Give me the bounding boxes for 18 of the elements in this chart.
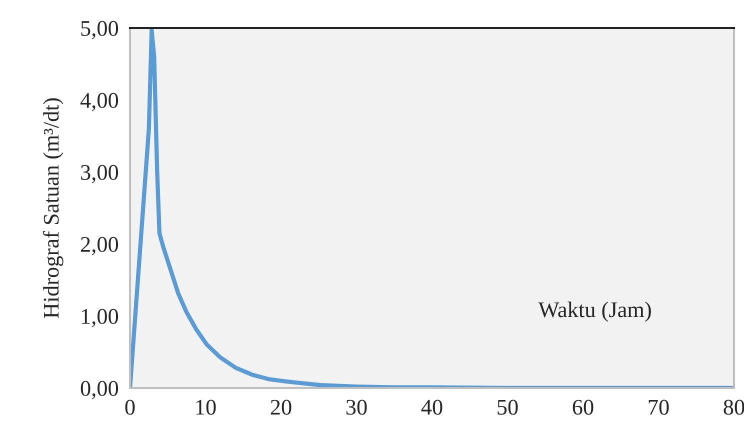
x-axis-title: Waktu (Jam)	[538, 302, 651, 322]
y-axis-title: Hidrograf Satuan (m³/dt)	[42, 98, 64, 318]
x-tick-label: 40	[421, 400, 442, 415]
x-tick-label: 50	[498, 400, 518, 415]
x-tick-label: 30	[346, 400, 367, 415]
y-tick-label: 2,00	[80, 236, 118, 256]
x-tick-label: 70	[648, 400, 669, 415]
x-tick-label: 80	[724, 400, 744, 415]
y-tick-label: 3,00	[81, 164, 118, 184]
x-tick-label: 60	[572, 400, 594, 415]
x-tick-label: 10	[196, 400, 216, 415]
x-tick-label: 0	[125, 400, 135, 415]
x-tick-label: 20	[270, 400, 292, 415]
y-tick-label: 1,00	[82, 308, 118, 328]
y-tick-label: 4,00	[80, 92, 118, 112]
y-tick-label: 0,00	[80, 380, 118, 400]
line-series	[130, 28, 734, 388]
y-tick-label: 5,00	[81, 20, 118, 40]
